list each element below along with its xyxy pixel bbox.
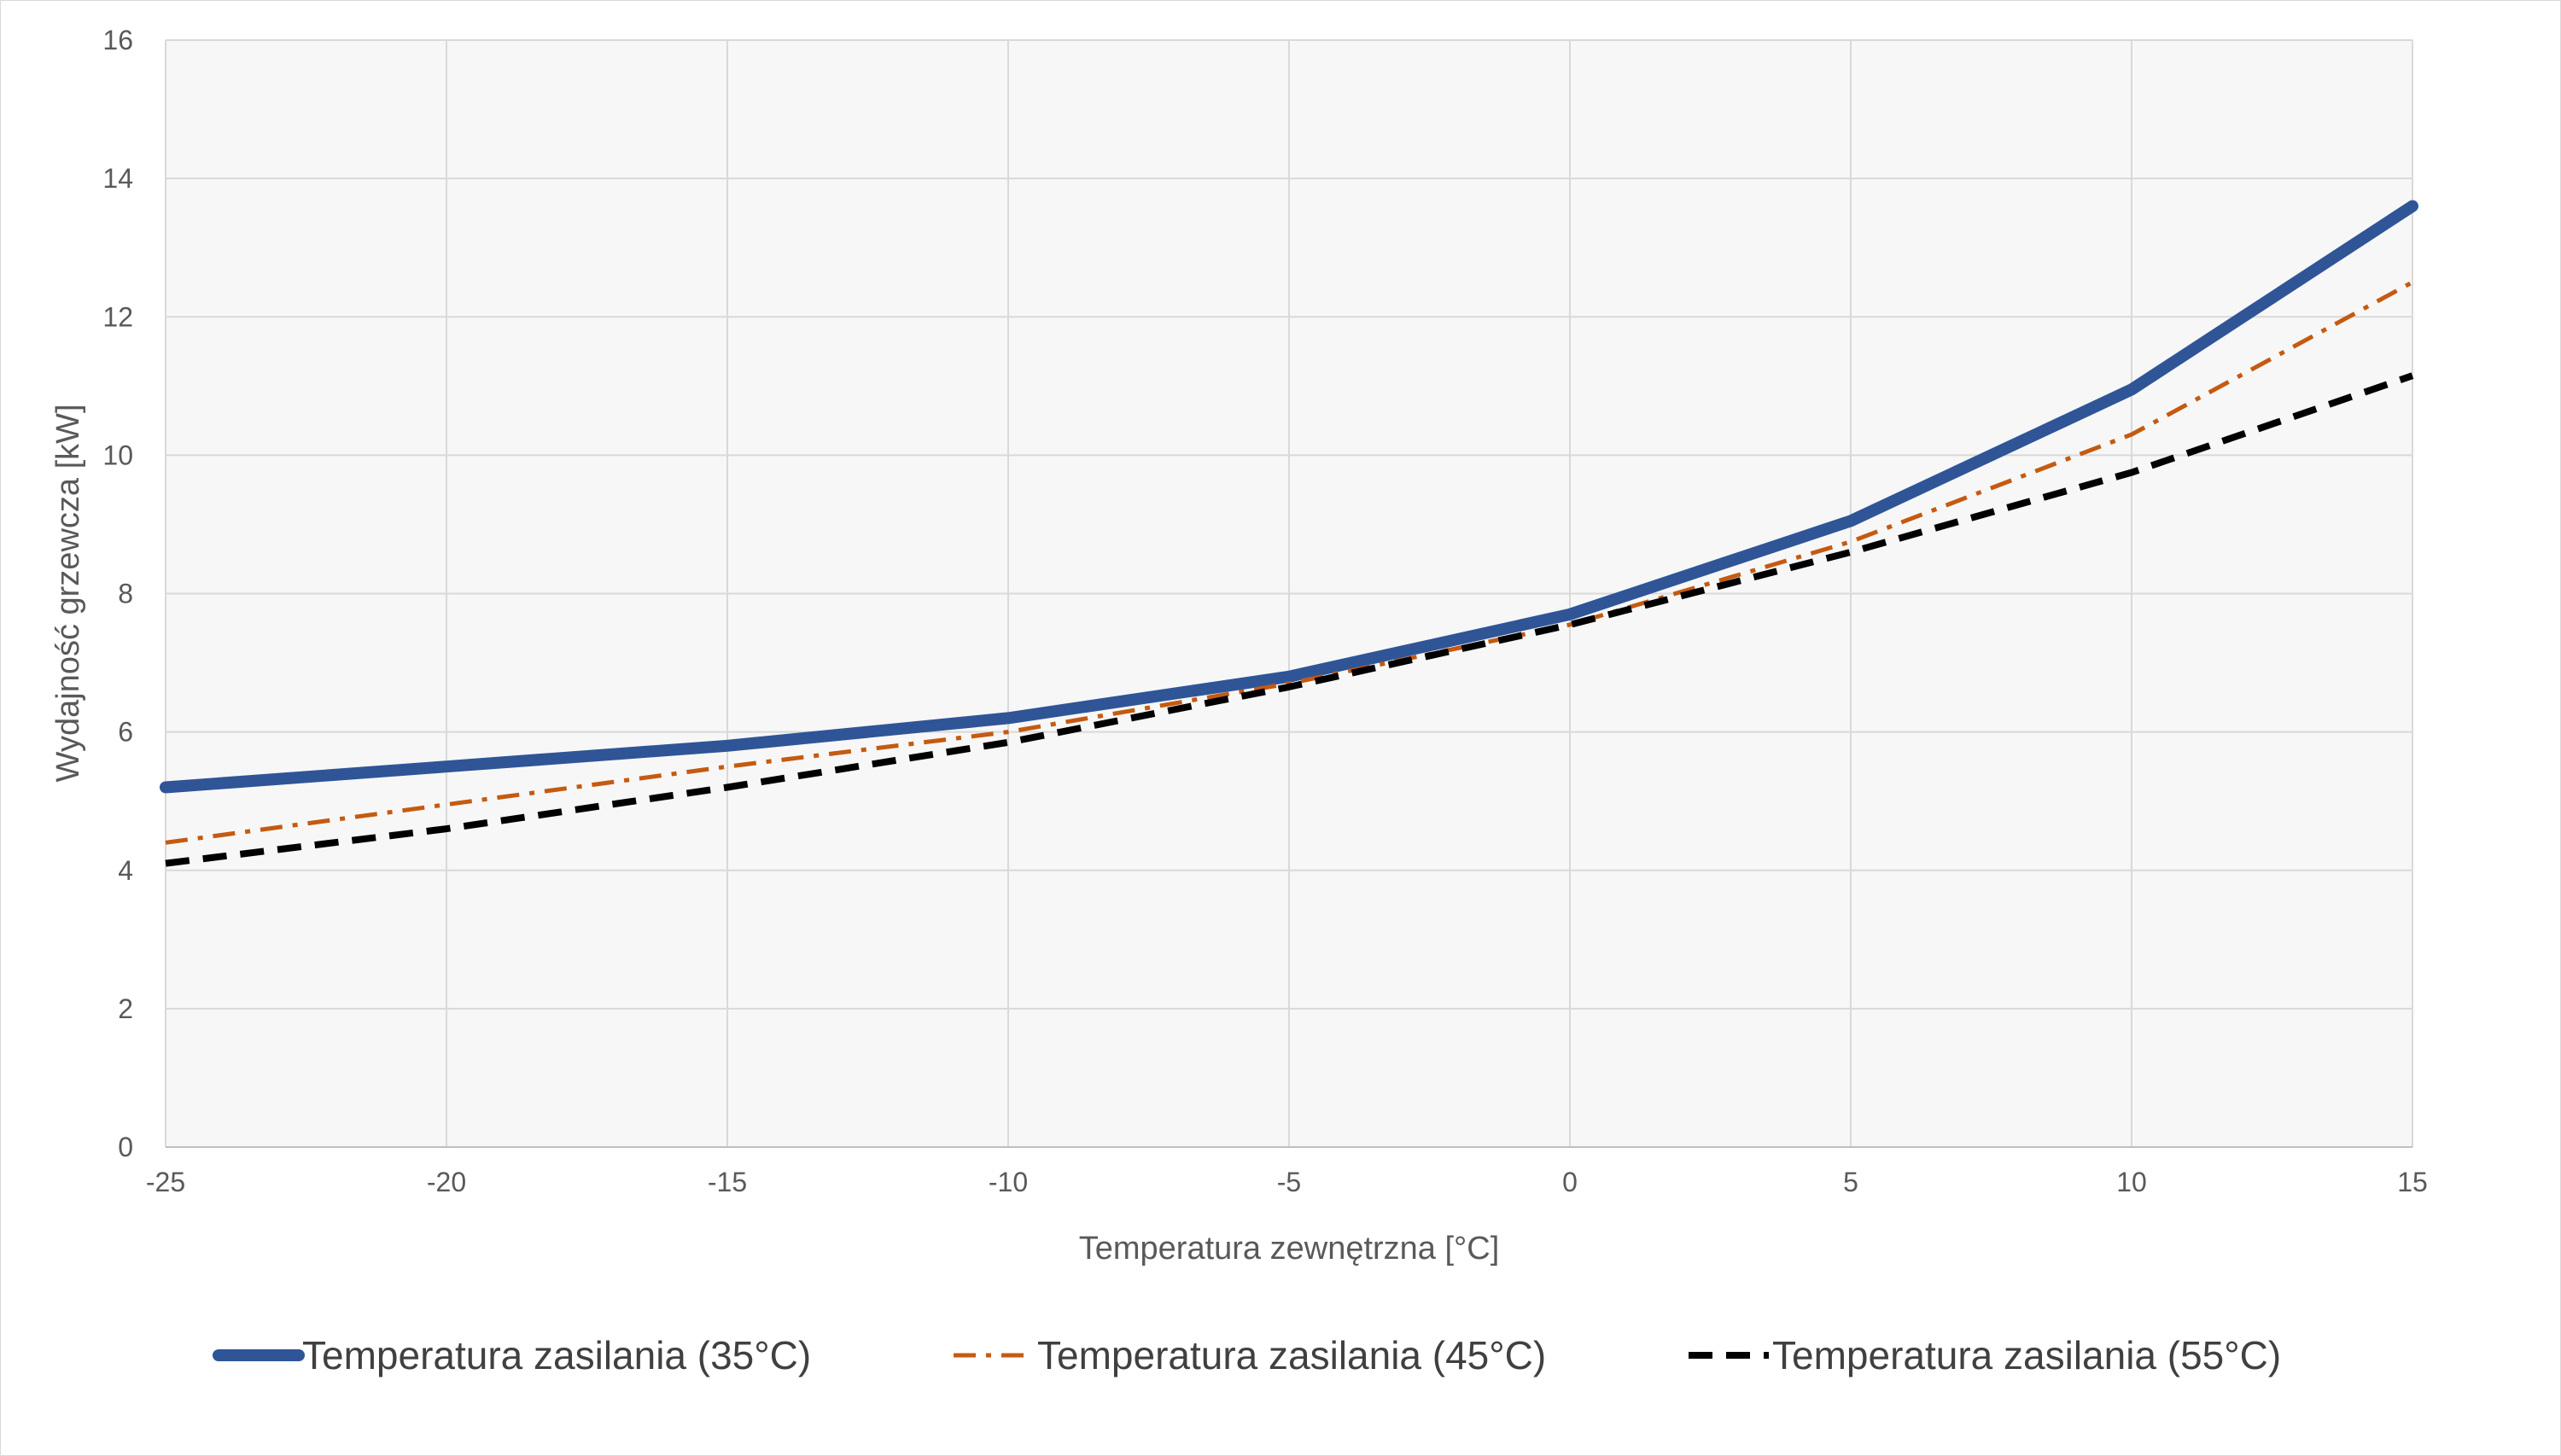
y-axis-title: Wydajność grzewcza [kW] [50,404,86,782]
series-line-1 [160,200,2418,794]
x-tick-label: -10 [989,1167,1028,1197]
series-lines [160,200,2418,867]
legend-label-3: Temperatura zasilania (55°C) [1772,1333,2281,1377]
y-tick-label: 6 [118,717,133,748]
legend: Temperatura zasilania (35°C) Temperatura … [213,1333,2281,1377]
x-axis-title: Temperatura zewnętrzna [°C] [1079,1231,1500,1267]
y-tick-label: 4 [118,855,133,886]
x-tick-label: 0 [1562,1167,1578,1197]
gridlines [165,39,2413,1148]
x-axis-ticks: -25 -20 -15 -10 -5 0 5 10 15 [146,1167,2428,1197]
y-tick-label: 10 [102,440,133,470]
x-tick-label: -20 [427,1167,466,1197]
x-tick-label: -5 [1277,1167,1301,1197]
x-tick-label: -15 [708,1167,747,1197]
y-axis-ticks: 0 2 4 6 8 10 12 14 16 [102,25,133,1162]
y-tick-label: 8 [118,579,133,609]
y-tick-label: 14 [102,163,133,194]
x-tick-label: -25 [146,1167,185,1197]
x-tick-label: 5 [1843,1167,1858,1197]
y-tick-label: 0 [118,1132,133,1162]
legend-label-2: Temperatura zasilania (45°C) [1037,1333,1546,1377]
y-tick-label: 16 [102,25,133,55]
x-tick-label: 10 [2116,1167,2147,1197]
y-tick-label: 2 [118,993,133,1024]
x-tick-label: 15 [2397,1167,2428,1197]
legend-label-1: Temperatura zasilania (35°C) [302,1333,811,1377]
y-tick-label: 12 [102,301,133,332]
series-line-3 [165,372,2414,867]
